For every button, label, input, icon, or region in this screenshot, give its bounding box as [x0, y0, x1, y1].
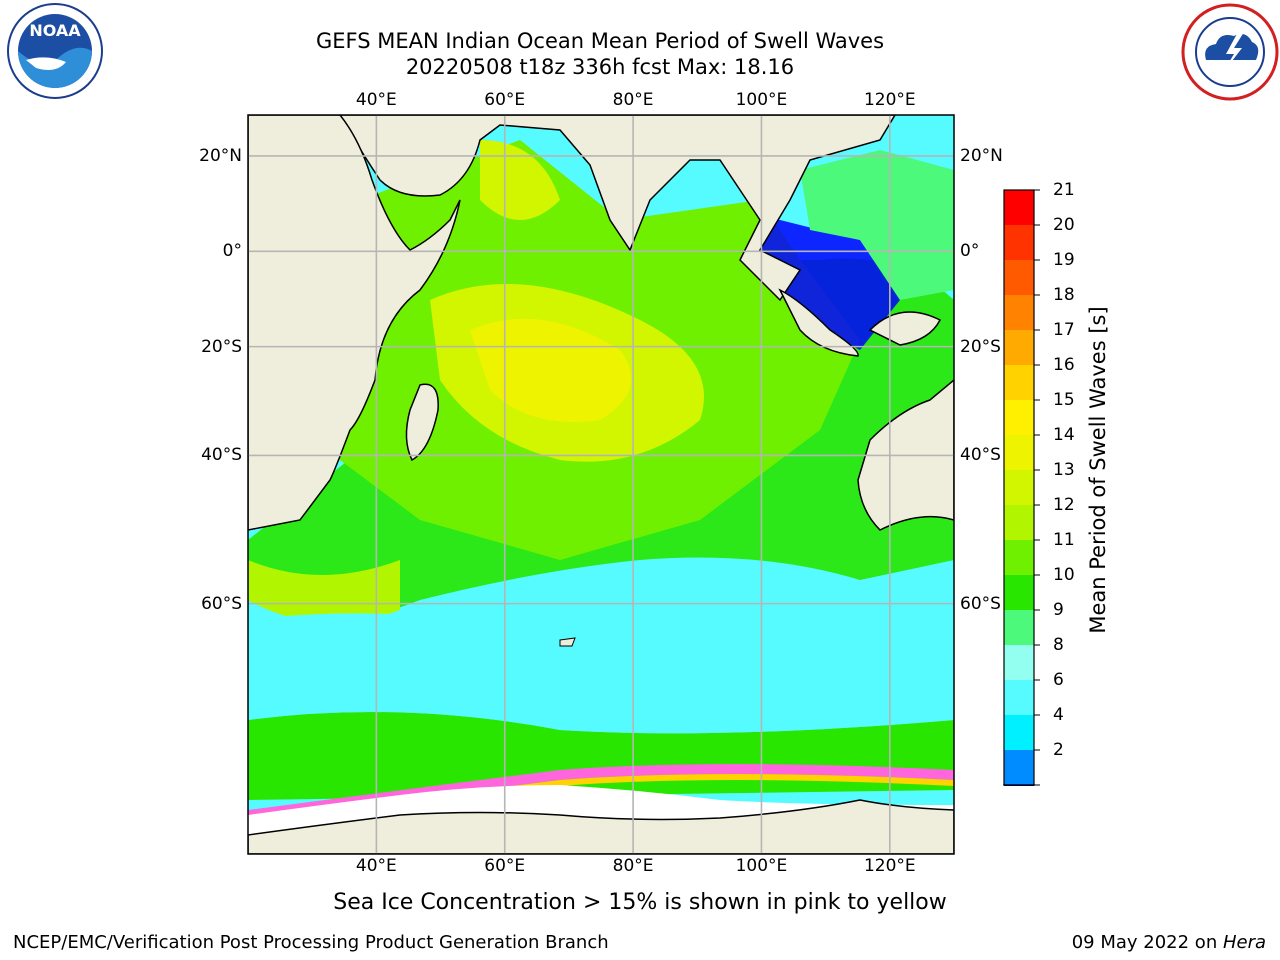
borneo-land	[868, 311, 942, 346]
lat-label-left-0: 0°	[222, 241, 242, 262]
lat-label-left--20: 20°S	[201, 336, 242, 357]
southern-ocean-field	[248, 613, 954, 734]
colorbar-bin-9	[1004, 610, 1034, 645]
colorbar-tick-20: 20	[1053, 215, 1075, 235]
southwest-swell-field	[248, 560, 400, 623]
period-field-14-15	[470, 318, 632, 422]
nws-logo	[1181, 3, 1279, 101]
colorbar-bin-15	[1004, 400, 1034, 435]
colorbar	[1002, 189, 1040, 786]
colorbar-tick-9: 9	[1053, 600, 1064, 620]
colorbar-bin-12	[1004, 505, 1034, 540]
sea-ice-edge	[248, 764, 954, 820]
colorbar-bin-10	[1004, 575, 1034, 610]
colorbar-bin-19	[1004, 260, 1034, 295]
colorbar-tick-17: 17	[1053, 320, 1075, 340]
africa-land	[248, 115, 461, 531]
colorbar-bin-20	[1004, 225, 1034, 260]
lon-label-80: 80°E	[612, 856, 654, 876]
lon-label-100: 100°E	[735, 90, 788, 110]
lon-label-80: 80°E	[612, 90, 654, 110]
colorbar-tick-2: 2	[1053, 740, 1064, 760]
colorbar-bin-13	[1004, 470, 1034, 505]
map-subtitle: 20220508 t18z 336h fcst Max: 18.16	[405, 55, 795, 79]
colorbar-bin-14	[1004, 435, 1034, 470]
antarctica-land	[248, 799, 954, 854]
colorbar-tick-8: 8	[1053, 635, 1064, 655]
lat-label-right-20: 20°N	[960, 145, 1003, 166]
colorbar-tick-12: 12	[1053, 495, 1075, 515]
footer-date: 09 May 2022 on Hera	[1072, 932, 1266, 953]
south-china-sea-field	[800, 150, 954, 300]
colorbar-bin-6	[1004, 680, 1034, 715]
colorbar-bin-4	[1004, 715, 1034, 750]
colorbar-bin-11	[1004, 540, 1034, 575]
lon-label-40: 40°E	[355, 90, 397, 110]
colorbar-tick-11: 11	[1053, 530, 1075, 550]
lon-label-60: 60°E	[484, 856, 526, 876]
colorbar-frame	[1003, 189, 1035, 786]
madagascar-land	[405, 383, 439, 462]
lon-label-120: 120°E	[863, 856, 916, 876]
noaa-logo-text: NOAA	[29, 21, 81, 40]
lat-label-right-0: 0°	[960, 241, 980, 262]
lat-label-right--20: 20°S	[960, 336, 1001, 357]
colorbar-tick-18: 18	[1053, 285, 1075, 305]
colorbar-bin-18	[1004, 295, 1034, 330]
colorbar-tick-21: 21	[1053, 180, 1075, 200]
colorbar-bin-17	[1004, 330, 1034, 365]
colorbar-bin-8	[1004, 645, 1034, 680]
colorbar-tick-16: 16	[1053, 355, 1075, 375]
noaa-logo: NOAA	[7, 3, 103, 99]
colorbar-tick-4: 4	[1053, 705, 1064, 725]
lon-label-40: 40°E	[355, 856, 397, 876]
colorbar-tick-10: 10	[1053, 565, 1075, 585]
colorbar-tick-6: 6	[1053, 670, 1064, 690]
colorbar-bin-2	[1004, 750, 1034, 785]
lat-label-left--40: 40°S	[201, 445, 242, 466]
sea-ice-yellow-band	[248, 774, 954, 826]
asia-land	[248, 115, 896, 302]
lat-label-left-20: 20°N	[199, 145, 242, 166]
lat-label-right--40: 40°S	[960, 445, 1001, 466]
graticule	[248, 115, 954, 854]
colorbar-bin-16	[1004, 365, 1034, 400]
indonesia-short-period	[760, 215, 900, 350]
lon-label-120: 120°E	[863, 90, 916, 110]
footer-branch: NCEP/EMC/Verification Post Processing Pr…	[13, 932, 609, 953]
sumatra-java-land	[778, 288, 859, 357]
lon-label-60: 60°E	[484, 90, 526, 110]
colorbar-tick-13: 13	[1053, 460, 1075, 480]
map-frame	[247, 114, 955, 855]
colorbar-tick-15: 15	[1053, 390, 1075, 410]
footer-date-text: 09 May 2022 on	[1071, 932, 1223, 953]
kerguelen-island	[559, 637, 576, 647]
lon-label-100: 100°E	[735, 856, 788, 876]
colorbar-tick-14: 14	[1053, 425, 1075, 445]
sea-ice-note: Sea Ice Concentration > 15% is shown in …	[333, 890, 947, 915]
arabian-sea-field	[480, 140, 560, 220]
colorbar-bin-21	[1004, 190, 1034, 225]
colorbar-label: Mean Period of Swell Waves [s]	[1086, 306, 1110, 634]
lat-label-left--60: 60°S	[201, 593, 242, 614]
lat-label-right--60: 60°S	[960, 593, 1001, 614]
footer-host: Hera	[1222, 932, 1266, 953]
map-title: GEFS MEAN Indian Ocean Mean Period of Sw…	[315, 29, 885, 53]
colorbar-tick-19: 19	[1053, 250, 1075, 270]
